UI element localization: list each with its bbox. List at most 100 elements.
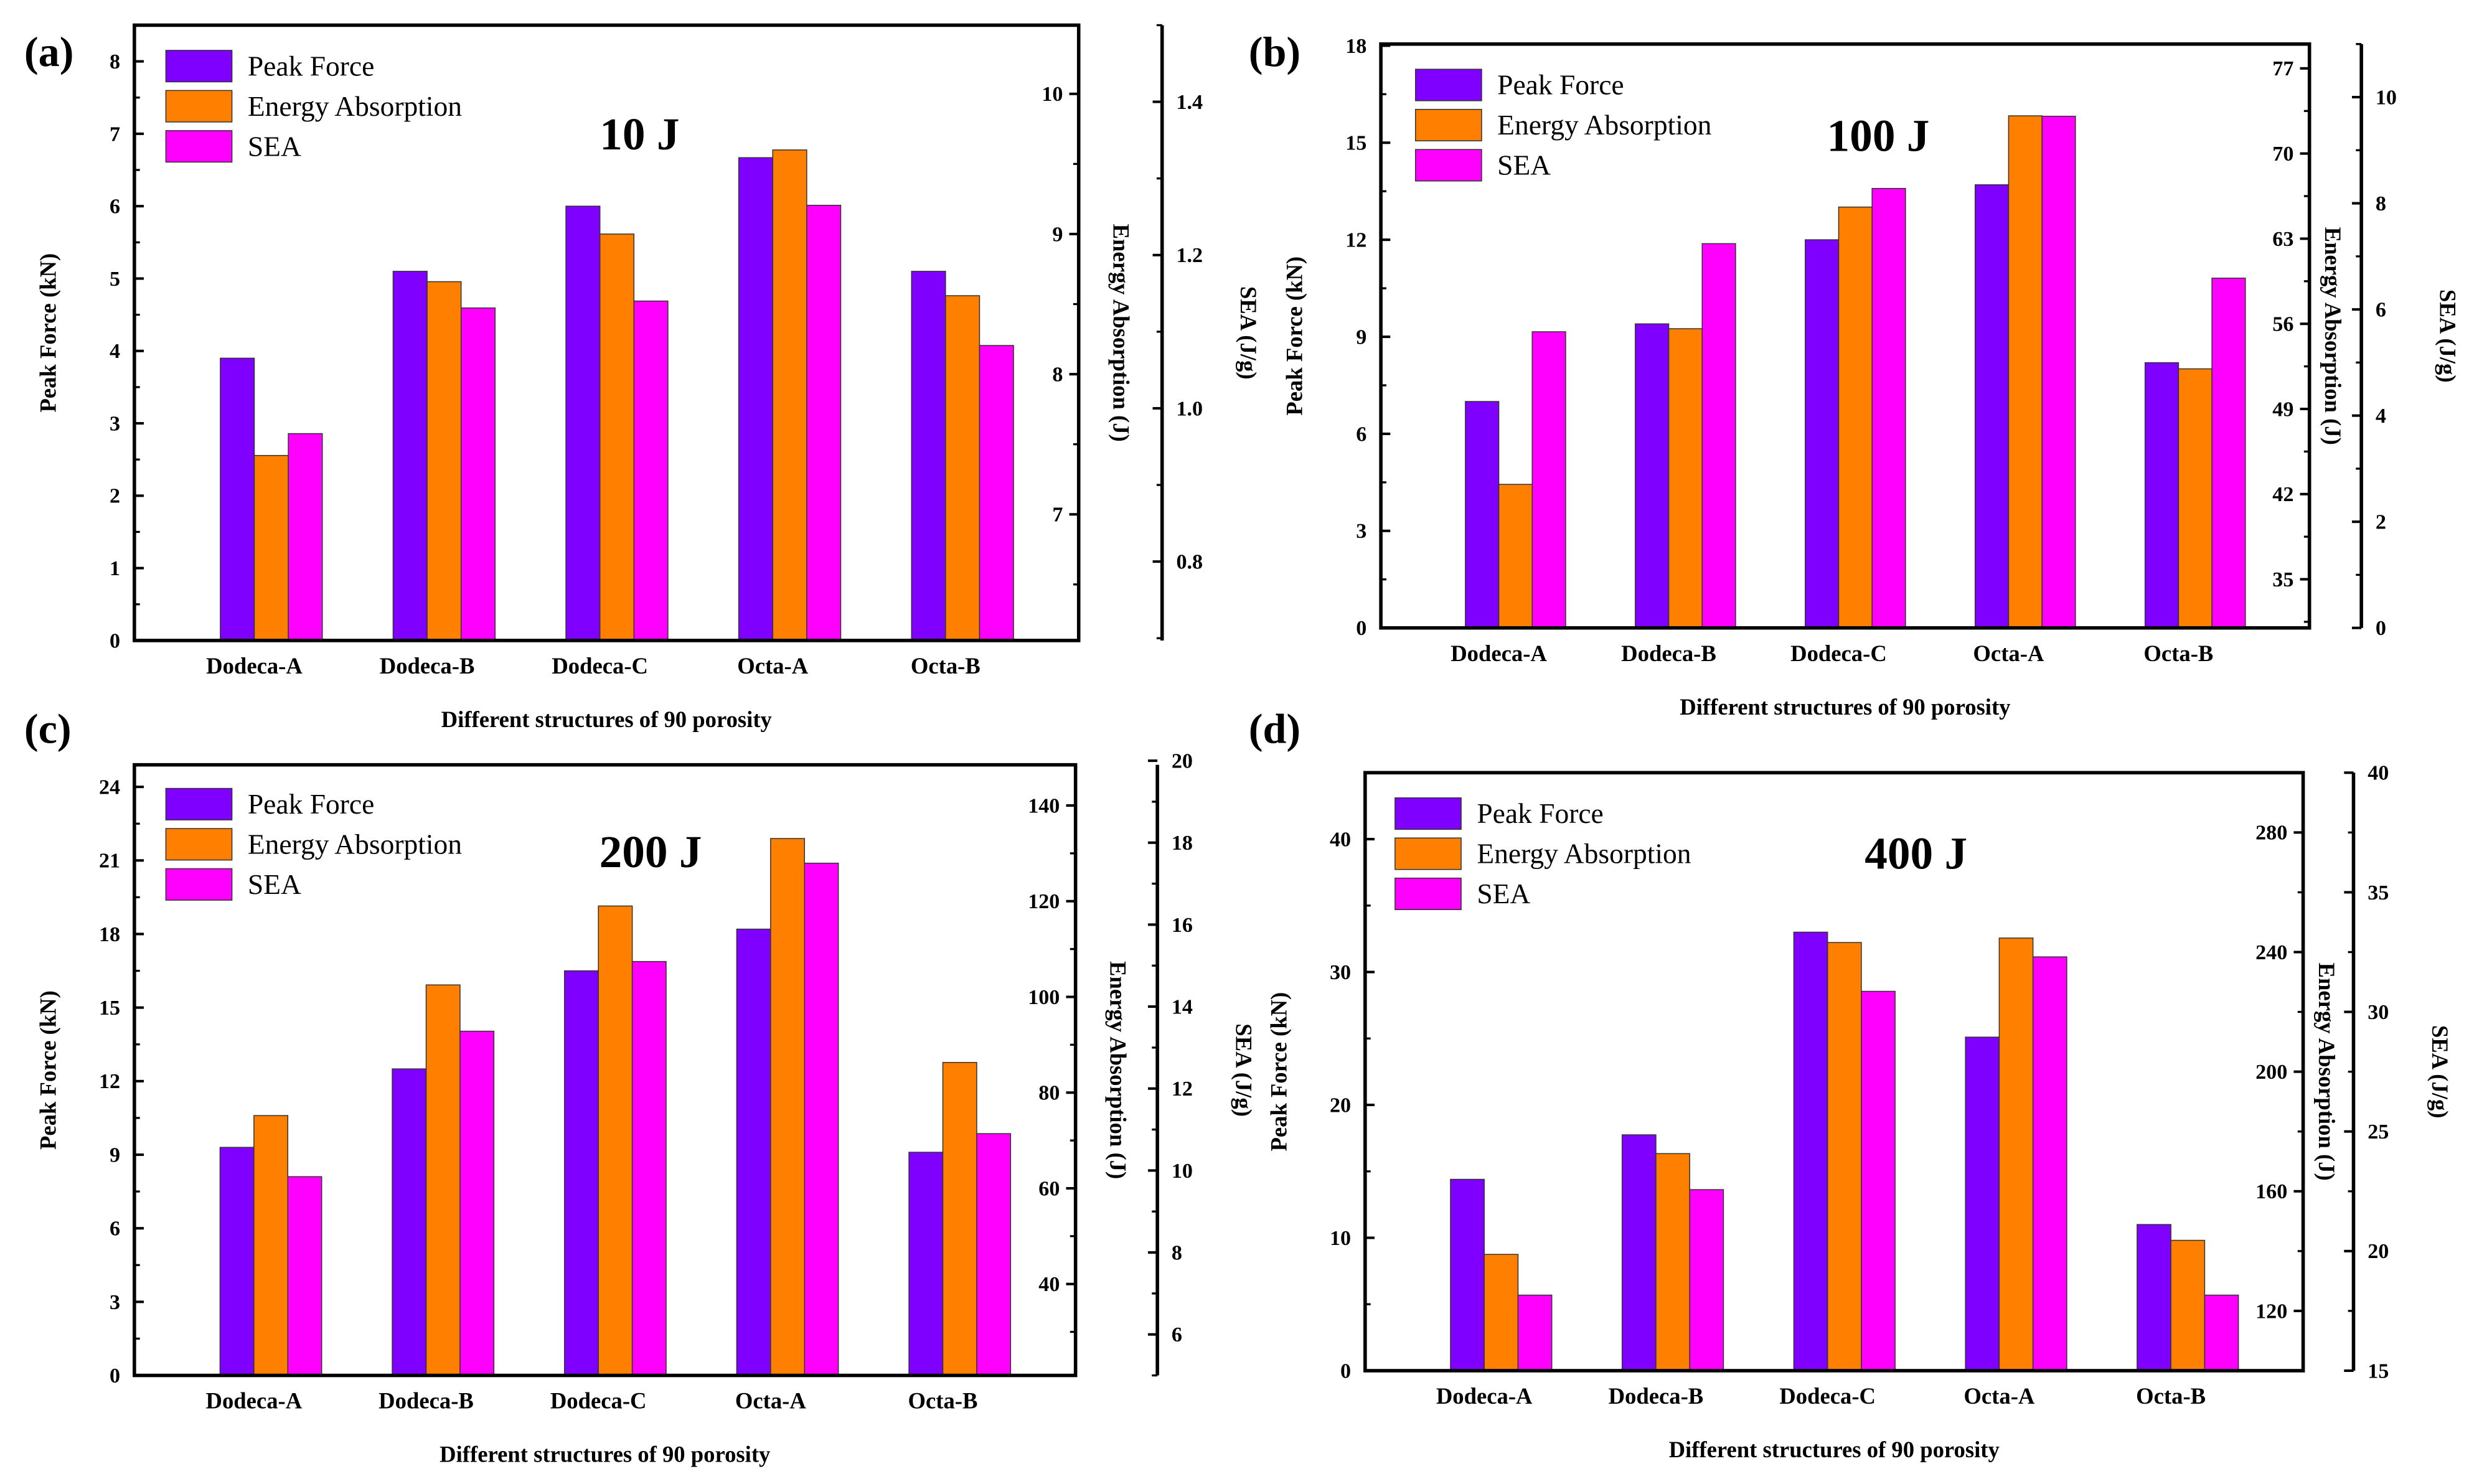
bar-energy-absorption-octa-b: [2170, 1239, 2206, 1371]
right1-tick-label: 200: [2255, 1061, 2287, 1084]
bar-peak-force-octa-b: [908, 1152, 944, 1376]
right1-tick-label: 77: [2272, 57, 2293, 80]
left-tick-label: 5: [110, 268, 120, 291]
bar-peak-force-octa-a: [738, 157, 774, 641]
x-axis-title: Different structures of 90 porosity: [440, 1442, 770, 1467]
panel-label: (c): [24, 705, 72, 752]
legend-swatch: [165, 130, 233, 163]
legend-label: Energy Absorption: [1497, 109, 1711, 141]
x-axis-title: Different structures of 90 porosity: [441, 707, 772, 732]
right2-tick-label: 15: [2368, 1360, 2389, 1383]
x-tick-label: Octa-B: [2143, 641, 2213, 666]
legend-label: Energy Absorption: [248, 828, 462, 860]
right1-tick-label: 40: [1038, 1273, 1060, 1296]
left-tick-label: 15: [1345, 132, 1366, 155]
right1-tick-label: 140: [1028, 794, 1060, 817]
right1-tick-label: 240: [2255, 941, 2287, 964]
bar-energy-absorption-octa-a: [770, 838, 806, 1376]
bar-sea-octa-b: [976, 1133, 1012, 1376]
right2-tick-label: 25: [2368, 1120, 2389, 1144]
energy-axis-title: Energy Absorption (J): [1108, 224, 1134, 442]
legend-swatch: [1414, 108, 1482, 142]
left-axis-title: Peak Force (kN): [1266, 992, 1291, 1152]
bar-sea-octa-b: [2211, 278, 2246, 629]
chart-title: 10 J: [600, 109, 679, 159]
bar-sea-octa-a: [806, 204, 842, 641]
left-tick-label: 18: [99, 923, 120, 946]
right1-tick-label: 100: [1028, 986, 1060, 1009]
left-tick-label: 0: [1356, 617, 1366, 640]
bar-energy-absorption-dodeca-c: [598, 905, 633, 1376]
legend-label: Peak Force: [248, 788, 374, 820]
x-tick-label: Dodeca-B: [1621, 641, 1716, 666]
legend-swatch: [1394, 837, 1462, 870]
x-tick-label: Octa-B: [908, 1388, 978, 1414]
chart-panel-d: Dodeca-A Dodeca-B Dodeca-C Octa-A Octa-B 0 10 2…: [1249, 705, 2453, 1462]
legend-swatch: [1394, 877, 1462, 911]
right1-tick-label: 35: [2272, 568, 2293, 591]
right1-tick-label: 42: [2272, 483, 2293, 506]
legend-swatch: [165, 828, 233, 861]
panel-label: (b): [1249, 28, 1300, 75]
left-tick-label: 1: [110, 557, 120, 580]
right1-tick-label: 63: [2272, 228, 2293, 251]
right2-tick-label: 10: [2376, 86, 2397, 109]
bar-energy-absorption-dodeca-c: [1838, 206, 1873, 629]
left-tick-label: 21: [99, 850, 120, 873]
chart-panel-c: Dodeca-A Dodeca-B Dodeca-C Octa-A Octa-B 0 3 6 9…: [24, 705, 1257, 1467]
x-tick-label: Dodeca-B: [1609, 1383, 1704, 1409]
left-tick-label: 15: [99, 997, 120, 1020]
right2-tick-label: 8: [1172, 1241, 1182, 1264]
bar-sea-octa-a: [2032, 956, 2067, 1371]
left-axis-title: Peak Force (kN): [35, 990, 60, 1150]
left-tick-label: 0: [110, 1364, 120, 1388]
left-tick-label: 10: [1330, 1227, 1351, 1250]
bar-sea-dodeca-b: [1701, 243, 1736, 629]
bar-peak-force-dodeca-c: [565, 205, 601, 641]
x-tick-label: Octa-A: [1963, 1383, 2034, 1409]
bar-peak-force-octa-b: [2137, 1224, 2171, 1371]
bar-sea-octa-b: [2204, 1294, 2239, 1371]
chart-title: 100 J: [1827, 111, 1930, 161]
legend-label: SEA: [1497, 149, 1551, 181]
left-tick-label: 24: [99, 776, 120, 799]
bar-energy-absorption-octa-a: [1998, 937, 2034, 1371]
left-tick-label: 4: [110, 340, 120, 363]
bar-sea-octa-a: [2041, 115, 2076, 629]
left-tick-label: 30: [1330, 961, 1351, 984]
bar-energy-absorption-dodeca-c: [599, 233, 635, 641]
right2-tick-label: 4: [2376, 405, 2386, 428]
left-tick-label: 20: [1330, 1094, 1351, 1117]
right2-tick-label: 1.2: [1176, 244, 1203, 267]
sea-axis-title: SEA (J/g): [1231, 1023, 1257, 1117]
right2-tick-label: 10: [1172, 1160, 1193, 1183]
right1-tick-label: 80: [1038, 1082, 1060, 1105]
bar-sea-octa-a: [804, 862, 839, 1376]
panel-label: (d): [1249, 705, 1300, 752]
left-tick-label: 3: [1356, 520, 1366, 543]
right1-tick-label: 160: [2255, 1180, 2287, 1203]
x-tick-label: Dodeca-A: [206, 1388, 303, 1414]
bar-energy-absorption-dodeca-b: [1655, 1153, 1690, 1371]
right1-tick-label: 49: [2272, 398, 2293, 421]
energy-axis-title: Energy Absorption (J): [2320, 227, 2346, 445]
right1-tick-label: 60: [1038, 1177, 1060, 1200]
x-tick-label: Octa-B: [911, 653, 981, 679]
legend-swatch: [165, 50, 233, 83]
left-axis-title: Peak Force (kN): [1282, 256, 1307, 416]
bar-peak-force-dodeca-b: [1635, 323, 1670, 629]
bar-sea-dodeca-c: [1861, 990, 1896, 1371]
right1-tick-label: 56: [2272, 313, 2293, 336]
bar-peak-force-dodeca-b: [1621, 1134, 1657, 1371]
left-tick-label: 6: [1356, 423, 1366, 446]
right2-tick-label: 16: [1172, 914, 1193, 937]
right2-tick-label: 20: [2368, 1240, 2389, 1263]
bar-peak-force-octa-a: [1974, 184, 2010, 629]
bar-peak-force-octa-b: [911, 271, 946, 641]
bar-sea-dodeca-a: [1531, 331, 1566, 629]
energy-axis-title: Energy Absorption (J): [1105, 961, 1131, 1179]
bar-sea-dodeca-a: [288, 433, 323, 641]
bar-energy-absorption-octa-a: [772, 149, 807, 641]
bar-energy-absorption-octa-b: [942, 1062, 977, 1376]
x-axis-title: Different structures of 90 porosity: [1680, 694, 2010, 720]
